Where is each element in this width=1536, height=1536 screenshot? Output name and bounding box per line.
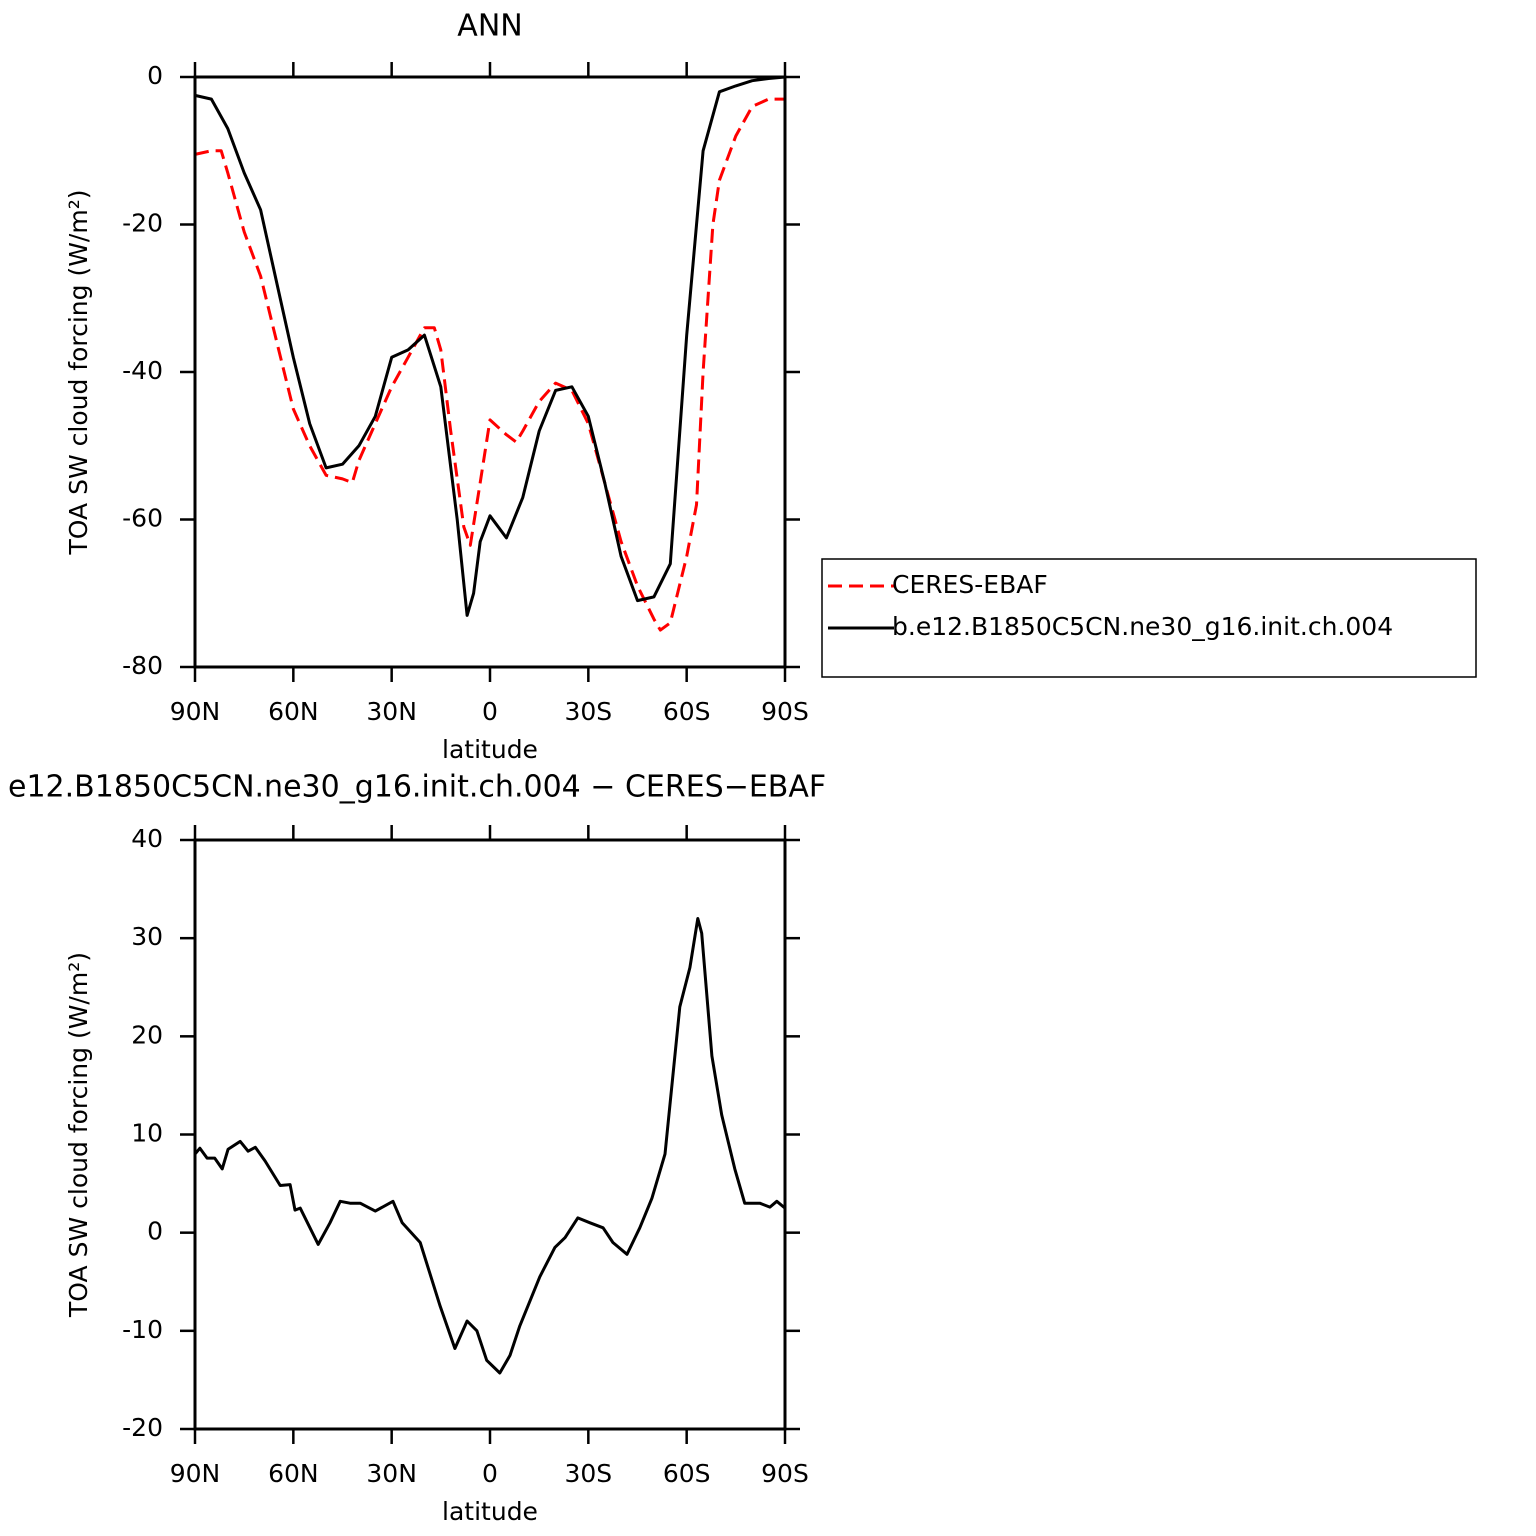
y-tick-label: -20 [122, 209, 163, 238]
plot-frame [193, 838, 787, 1431]
x-tick-label: 30N [366, 697, 417, 726]
x-axis-label: latitude [442, 735, 538, 764]
legend-label: CERES-EBAF [892, 570, 1048, 599]
data-line [194, 75, 786, 617]
legend-label: b.e12.B1850C5CN.ne30_g16.init.ch.004 [892, 612, 1393, 641]
data-line [193, 917, 786, 1375]
x-tick-label: 30N [366, 1459, 417, 1488]
x-tick-label: 90N [170, 1459, 221, 1488]
x-tick-label: 60S [663, 1459, 711, 1488]
y-tick-label: 0 [147, 1217, 163, 1246]
y-tick-label: 40 [131, 824, 163, 853]
chart-title: ANN [457, 9, 522, 44]
y-tick-label: 0 [147, 61, 163, 90]
x-axis-label: latitude [442, 1497, 538, 1526]
y-tick-label: -40 [122, 356, 163, 385]
y-axis-label: TOA SW cloud forcing (W/m²) [64, 952, 93, 1318]
x-tick-label: 90S [761, 1459, 809, 1488]
chart-title: e12.B1850C5CN.ne30_g16.init.ch.004 − CER… [8, 770, 826, 805]
plot-frame [193, 75, 787, 669]
y-tick-label: -20 [122, 1413, 163, 1442]
x-tick-label: 60N [268, 1459, 319, 1488]
x-tick-label: 30S [564, 1459, 612, 1488]
legend-box [821, 558, 1477, 678]
y-tick-label: -10 [122, 1315, 163, 1344]
y-tick-label: 30 [131, 922, 163, 951]
y-tick-label: 10 [131, 1119, 163, 1148]
y-axis-label: TOA SW cloud forcing (W/m²) [64, 190, 93, 556]
y-tick-label: 20 [131, 1020, 163, 1049]
y-tick-label: -60 [122, 504, 163, 533]
y-tick-label: -80 [122, 651, 163, 680]
x-tick-label: 60N [268, 697, 319, 726]
x-tick-label: 60S [663, 697, 711, 726]
data-line [194, 97, 785, 632]
x-tick-label: 90N [170, 697, 221, 726]
x-tick-label: 90S [761, 697, 809, 726]
x-tick-label: 0 [482, 697, 498, 726]
x-tick-label: 0 [482, 1459, 498, 1488]
x-tick-label: 30S [564, 697, 612, 726]
